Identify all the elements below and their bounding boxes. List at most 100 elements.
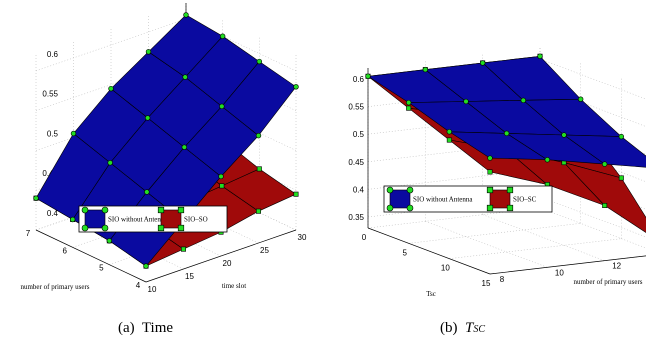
chart-a-data-point — [218, 173, 224, 180]
chart-a-legend-label: SIO without Antenna — [108, 216, 168, 224]
chart-a-data-point — [293, 84, 299, 90]
caption-a-text: Time — [141, 320, 174, 336]
chart-b-data-point — [487, 169, 493, 175]
chart-a-x-tick-label: 10 — [148, 285, 157, 294]
chart-b-data-point — [503, 130, 510, 137]
chart-a-x-tick-label: 25 — [260, 246, 269, 255]
chart-a-data-point — [293, 191, 299, 197]
chart-b-z-tick-label: 0.55 — [348, 103, 364, 112]
chart-a-y-tick-label: 7 — [26, 229, 31, 238]
chart-a-data-point — [144, 189, 150, 195]
chart-a-x-axis-label: time slot — [222, 282, 246, 290]
chart-a-data-point — [69, 216, 76, 223]
chart-a-y-tick-label: 6 — [62, 246, 67, 255]
caption-b-subscript: SC — [473, 324, 486, 335]
chart-a-legend-marker — [101, 224, 109, 232]
chart-b-y-tick-label: 10 — [555, 268, 564, 277]
chart-a-data-point — [143, 263, 149, 269]
chart-b-data-point — [618, 133, 625, 140]
chart-a-legend-swatch — [160, 209, 182, 229]
chart-a-data-point — [33, 195, 39, 201]
chart-a-data-point — [144, 115, 151, 121]
chart-a-legend-marker — [177, 224, 185, 232]
chart-b-data-point — [405, 99, 412, 106]
chart-panel-tsc: 05101581012140.350.40.450.50.550.6Tscnum… — [323, 0, 646, 352]
chart-b-data-point — [446, 137, 452, 143]
chart-b-legend-label: SIO without Antenna — [413, 196, 473, 204]
chart-a-z-tick-label: 0.6 — [47, 50, 59, 59]
chart-b-x-tick-label: 5 — [402, 248, 407, 257]
chart-b-legend-swatch — [489, 189, 511, 209]
chart-b-y-axis-label: number of primary users — [573, 278, 642, 286]
chart-b-legend-marker — [506, 204, 514, 212]
chart-a-legend: SIO without Antenna SIO–SO — [78, 205, 228, 233]
chart-a-data-point — [255, 132, 262, 139]
chart-b-surface-patch — [563, 134, 646, 168]
chart-b-data-point — [463, 98, 469, 105]
chart-a-data-point — [181, 144, 188, 150]
chart-b-z-tick-label: 0.45 — [348, 158, 364, 167]
chart-a-data-point — [255, 208, 261, 214]
chart-b-floor-gridline — [425, 221, 548, 268]
chart-a-wall-gridline — [35, 18, 187, 72]
chart-a-data-point — [219, 103, 225, 110]
caption-b-symbol: T — [465, 320, 474, 336]
chart-a-data-point — [108, 85, 114, 92]
chart-b-data-point — [601, 161, 608, 167]
chart-b-data-point — [422, 66, 429, 73]
chart-a-data-point — [256, 58, 263, 65]
chart-b-y-axis — [489, 255, 646, 275]
chart-a-legend-marker — [157, 224, 165, 232]
chart-b-x-tick-label: 10 — [441, 264, 450, 273]
chart-a-y-tick-label: 5 — [99, 264, 104, 273]
chart-a-legend-marker — [177, 206, 185, 214]
chart-b-data-point — [487, 155, 493, 161]
chart-a-x-tick-label: 20 — [223, 259, 232, 268]
chart-b-y-tick-label: 8 — [500, 275, 505, 284]
chart-a-z-tick-label: 0.5 — [47, 129, 59, 138]
chart-tsc-svg: 05101581012140.350.40.450.50.550.6Tscnum… — [348, 48, 646, 298]
chart-a-legend-label: SIO–SO — [184, 216, 208, 224]
chart-b-legend-marker — [406, 186, 414, 194]
chart-b-z-tick-label: 0.6 — [353, 75, 365, 84]
chart-b-data-point — [618, 175, 624, 181]
chart-a-z-tick-label: 0.55 — [42, 90, 58, 99]
chart-b-floor-gridline — [539, 207, 646, 249]
caption-b: (b) TSC — [440, 320, 485, 337]
chart-a-x-tick-label: 15 — [185, 272, 194, 281]
chart-a-data-point — [219, 33, 226, 39]
chart-b-surface-patch — [563, 162, 646, 233]
chart-b-data-point — [520, 97, 527, 104]
chart-a-data-point — [107, 160, 113, 166]
chart-a-x-axis — [145, 229, 297, 283]
chart-b-axes: 05101581012140.350.40.450.50.550.6Tscnum… — [348, 68, 646, 298]
chart-b-data-point — [561, 132, 567, 138]
chart-b-legend-swatch — [389, 189, 411, 209]
chart-a-data-point — [181, 246, 187, 252]
chart-a-surface-a — [33, 12, 299, 269]
chart-b-x-tick-label: 15 — [482, 279, 491, 288]
chart-b-z-tick-label: 0.5 — [353, 130, 365, 139]
chart-b-legend-marker — [506, 186, 514, 194]
chart-a-y-axis — [35, 229, 147, 283]
caption-a: (a) Time — [118, 320, 173, 337]
chart-b-y-tick-label: 12 — [612, 262, 621, 271]
chart-b-data-point — [577, 96, 584, 102]
chart-b-floor-gridline — [482, 214, 605, 261]
chart-b-data-point — [365, 73, 371, 79]
chart-b-wall-gridline — [539, 196, 646, 238]
chart-b-z-tick-label: 0.35 — [348, 213, 364, 222]
chart-a-legend-marker — [157, 206, 165, 214]
chart-a-y-axis-label: number of primary users — [20, 283, 89, 291]
chart-b-wall-gridline — [539, 58, 646, 100]
chart-a-data-point — [145, 49, 152, 55]
chart-a-legend-marker — [81, 206, 89, 214]
chart-b-data-point — [537, 53, 543, 59]
chart-b-z-tick-label: 0.4 — [353, 185, 365, 194]
chart-a-wall-gridline — [185, 18, 297, 72]
chart-b-floor-gridline — [449, 238, 622, 259]
chart-a-data-point — [182, 74, 188, 80]
